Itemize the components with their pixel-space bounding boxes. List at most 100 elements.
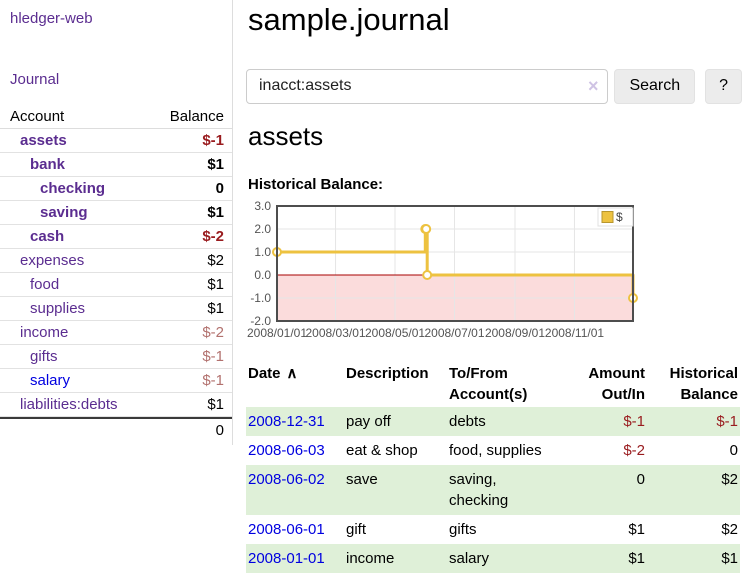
transaction-date-link[interactable]: 2008-06-03 (248, 441, 325, 459)
account-balance: $-2 (151, 225, 232, 249)
svg-text:2008/03/01: 2008/03/01 (305, 326, 365, 340)
transaction-amount: $-2 (623, 441, 645, 459)
transaction-description: income (346, 549, 395, 567)
register-header-description: Description (346, 364, 429, 382)
svg-text:2008/07/01: 2008/07/01 (424, 326, 484, 340)
account-link-food[interactable]: food (30, 276, 60, 293)
account-link-expenses[interactable]: expenses (20, 252, 85, 269)
transaction-balance: $2 (721, 520, 738, 538)
transaction-date-link[interactable]: 2008-01-01 (248, 549, 325, 567)
account-balance: 0 (151, 177, 232, 201)
svg-text:1.0: 1.0 (254, 245, 271, 259)
accounts-total-row: 0 (0, 417, 232, 442)
account-balance: $1 (151, 273, 232, 297)
account-link-cash[interactable]: cash (30, 228, 65, 245)
help-button[interactable]: ? (705, 68, 742, 104)
transaction-accounts: saving, checking (449, 470, 509, 509)
register-row: 2008-12-31 pay off debts $-1 $-1 (246, 406, 740, 436)
main-content: sample.journal × Search ? assets Histori… (246, 0, 742, 573)
register-header-amount: Amount Out/In (588, 364, 645, 403)
accounts-table: Account Balance assets $-1 bank $1 check… (0, 105, 232, 442)
search-form: × Search ? (246, 68, 742, 104)
accounts-header-account: Account (0, 105, 152, 129)
search-input[interactable] (246, 68, 609, 104)
register-row: 2008-06-03 eat & shop food, supplies $-2… (246, 436, 740, 465)
account-row: assets $-1 (0, 129, 232, 153)
accounts-total-spacer (0, 417, 152, 442)
account-link-bank[interactable]: bank (30, 156, 66, 173)
page-title: sample.journal (248, 2, 450, 37)
transaction-amount: $1 (628, 549, 645, 567)
svg-text:2008/01/01: 2008/01/01 (247, 326, 307, 340)
transaction-balance: $1 (721, 549, 738, 567)
nav-journal-link[interactable]: Journal (10, 71, 60, 88)
transaction-balance: 0 (729, 441, 738, 459)
svg-text:$: $ (616, 210, 623, 224)
transaction-description: gift (346, 520, 367, 538)
svg-text:2008/11/01: 2008/11/01 (545, 326, 604, 340)
register-row: 2008-01-01 income salary $1 $1 (246, 543, 740, 573)
account-row: liabilities:debts $1 (0, 393, 232, 417)
transaction-accounts: debts (449, 412, 486, 430)
transaction-amount: $-1 (623, 412, 645, 430)
account-link-supplies[interactable]: supplies (30, 300, 86, 317)
svg-text:-2.0: -2.0 (250, 314, 271, 328)
transaction-accounts: salary (449, 549, 490, 567)
register-row: 2008-06-01 gift gifts $1 $2 (246, 515, 740, 544)
account-link-gifts[interactable]: gifts (30, 348, 58, 365)
accounts-header-balance: Balance (151, 105, 232, 129)
account-link-liabilities-debts[interactable]: liabilities:debts (20, 396, 118, 413)
transaction-accounts: gifts (449, 520, 477, 538)
svg-text:3.0: 3.0 (254, 200, 271, 213)
account-row: checking 0 (0, 177, 232, 201)
transaction-date-link[interactable]: 2008-12-31 (248, 412, 325, 430)
transaction-balance: $-1 (716, 412, 738, 430)
account-row: gifts $-1 (0, 345, 232, 369)
account-row: income $-2 (0, 321, 232, 345)
account-balance: $2 (151, 249, 232, 273)
account-row: food $1 (0, 273, 232, 297)
transaction-description: pay off (346, 412, 391, 430)
account-link-salary[interactable]: salary (30, 372, 71, 389)
sort-ascending-icon: ∧ (286, 364, 298, 382)
account-heading: assets (248, 120, 324, 151)
account-balance: $1 (151, 297, 232, 321)
svg-text:2008/09/01: 2008/09/01 (485, 326, 545, 340)
svg-text:-1.0: -1.0 (250, 291, 271, 305)
transaction-amount: 0 (636, 470, 645, 488)
account-row: expenses $2 (0, 249, 232, 273)
account-balance: $1 (151, 153, 232, 177)
chart-title: Historical Balance: (248, 175, 384, 193)
transaction-amount: $1 (628, 520, 645, 538)
account-row: cash $-2 (0, 225, 232, 249)
account-balance: $-1 (151, 129, 232, 153)
search-button[interactable]: Search (614, 68, 696, 104)
clear-search-icon[interactable]: × (587, 75, 599, 96)
transaction-date-link[interactable]: 2008-06-02 (248, 470, 325, 488)
account-balance: $-1 (151, 345, 232, 369)
accounts-total-balance: 0 (151, 417, 232, 442)
transaction-description: eat & shop (346, 441, 418, 459)
account-balance: $-2 (151, 321, 232, 345)
account-balance: $1 (151, 201, 232, 225)
account-balance: $1 (151, 393, 232, 417)
app-title-link[interactable]: hledger-web (10, 10, 93, 27)
transaction-description: save (346, 470, 378, 488)
transaction-balance: $2 (721, 470, 738, 488)
account-link-assets[interactable]: assets (20, 132, 67, 149)
account-row: saving $1 (0, 201, 232, 225)
sidebar: hledger-web Journal Account Balance asse… (0, 0, 233, 445)
account-link-checking[interactable]: checking (40, 180, 106, 197)
register-table: Date ∧ Description To/From Account(s) Amo… (246, 361, 740, 573)
historical-balance-chart[interactable]: 3.0 2.0 1.0 0.0 -1.0 -2.02008/01/012008/03/01… (246, 200, 652, 346)
account-row: supplies $1 (0, 297, 232, 321)
transaction-date-link[interactable]: 2008-06-01 (248, 520, 325, 538)
svg-text:2008/05/01: 2008/05/01 (365, 326, 425, 340)
register-header-accounts: To/From Account(s) (449, 364, 528, 403)
account-link-income[interactable]: income (20, 324, 69, 341)
register-header-date[interactable]: Date ∧ (248, 364, 298, 382)
svg-text:0.0: 0.0 (254, 268, 271, 282)
register-header-balance: Historical Balance (669, 364, 738, 403)
account-link-saving[interactable]: saving (40, 204, 88, 221)
register-row: 2008-06-02 save saving, checking 0 $2 (246, 464, 740, 515)
